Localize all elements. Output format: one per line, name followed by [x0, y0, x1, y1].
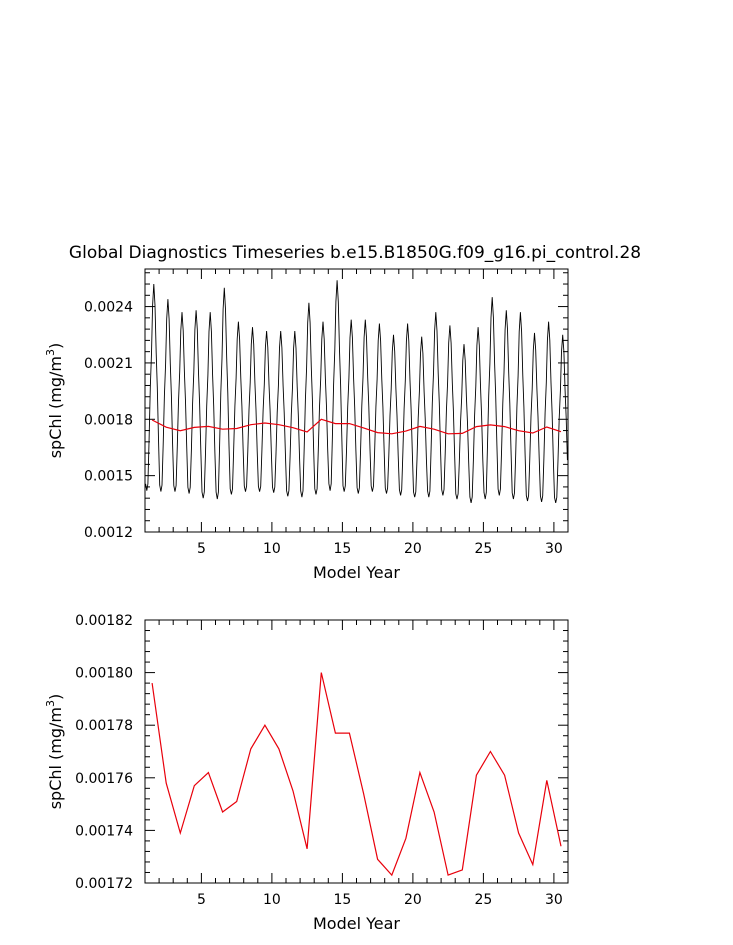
y-axis-label-sup: 3	[44, 349, 57, 356]
y-tick-label: 0.0024	[84, 300, 133, 316]
chart-title: Global Diagnostics Timeseries b.e15.B185…	[69, 243, 641, 263]
x-tick-label: 5	[197, 541, 206, 557]
x-tick-label: 25	[474, 892, 492, 908]
y-axis-label-main: spChl (mg/m	[46, 356, 65, 458]
y-tick-label: 0.00176	[75, 771, 133, 787]
y-tick-label: 0.0015	[84, 469, 133, 485]
x-axis-label: Model Year	[313, 914, 400, 933]
y-tick-label: 0.00172	[75, 876, 133, 892]
y-axis-label-sup: 3	[44, 700, 57, 707]
y-tick-label: 0.0018	[84, 412, 133, 428]
x-tick-label: 30	[545, 541, 563, 557]
annual-mean-panel: 5 10 15 20 25 30 0.00172 0.00174 0.00176 0.00178 0…	[44, 613, 569, 933]
y-axis-label-tail: )	[46, 343, 65, 349]
x-tick-label: 20	[404, 541, 422, 557]
y-tick-label: 0.00182	[75, 613, 133, 629]
annual-mean-series-line	[151, 418, 562, 435]
x-tick-label: 15	[333, 541, 351, 557]
y-tick-label: 0.00178	[75, 718, 133, 734]
y-tick-label: 0.0021	[84, 356, 133, 372]
x-tick-label: 10	[263, 541, 281, 557]
x-tick-label: 20	[404, 892, 422, 908]
timeseries-panel: 5 10 15 20 25 30 0.0012 0.0015 0.0018 0.0021 0.002…	[44, 268, 569, 582]
plot-frame	[144, 268, 569, 533]
x-tick-label: 30	[545, 892, 563, 908]
y-tick-label: 0.00174	[75, 823, 133, 839]
x-tick-label: 10	[263, 892, 281, 908]
annual-mean-series-line	[151, 672, 562, 877]
y-axis-label-tail: )	[46, 694, 65, 700]
x-tick-label: 5	[197, 892, 206, 908]
x-tick-label: 25	[474, 541, 492, 557]
y-axis-label: spChl (mg/m3)	[44, 694, 65, 810]
plot-frame	[144, 619, 569, 884]
y-tick-label: 0.0012	[84, 525, 133, 541]
x-axis-label: Model Year	[313, 563, 400, 582]
y-axis-label: spChl (mg/m3)	[44, 343, 65, 459]
y-tick-label: 0.00180	[75, 666, 133, 682]
x-tick-label: 15	[333, 892, 351, 908]
y-axis-label-main: spChl (mg/m	[46, 707, 65, 809]
monthly-series-line	[145, 280, 568, 503]
